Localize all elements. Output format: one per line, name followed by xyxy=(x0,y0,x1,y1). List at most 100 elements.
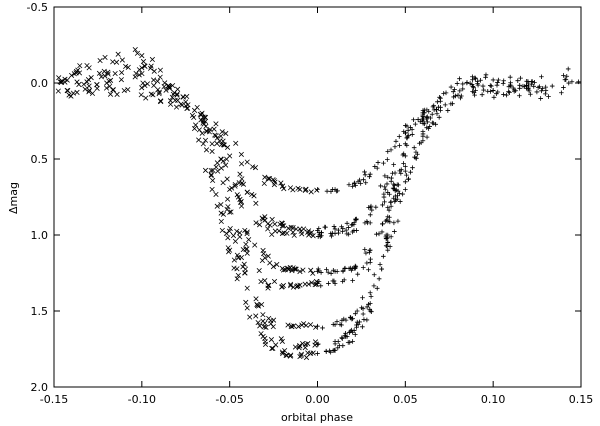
plus-point xyxy=(429,111,435,117)
x-point xyxy=(204,128,210,134)
x-point xyxy=(196,137,202,143)
x-point xyxy=(296,345,302,351)
plus-point xyxy=(508,80,513,86)
x-point xyxy=(308,267,314,273)
x-point xyxy=(247,314,253,320)
plus-point xyxy=(518,75,523,81)
x-point xyxy=(74,79,80,85)
plus-point xyxy=(397,199,403,204)
plus-point xyxy=(403,130,408,136)
plus-point xyxy=(434,107,439,112)
plus-point xyxy=(457,88,463,94)
plus-point xyxy=(325,269,331,275)
x-point xyxy=(307,231,313,237)
plus-point xyxy=(316,279,322,284)
x-point xyxy=(293,266,299,272)
plus-point xyxy=(420,112,426,118)
plus-point xyxy=(381,160,386,166)
x-tick-label: 0.05 xyxy=(393,393,418,406)
plus-point xyxy=(335,339,341,344)
plus-point xyxy=(405,128,411,133)
plus-point xyxy=(455,92,461,98)
plus-point xyxy=(425,119,430,125)
plus-point xyxy=(507,90,512,95)
x-point xyxy=(236,255,242,261)
x-point xyxy=(224,206,230,213)
plus-point xyxy=(347,314,353,320)
x-point xyxy=(238,151,244,157)
x-point xyxy=(150,92,156,98)
plus-point xyxy=(404,172,409,178)
plus-point xyxy=(424,107,430,113)
x-point xyxy=(94,82,100,88)
x-point xyxy=(202,118,209,125)
plus-point xyxy=(540,86,545,91)
plus-point xyxy=(425,114,430,120)
x-point xyxy=(173,104,180,110)
x-point xyxy=(84,62,90,69)
plus-point xyxy=(344,231,350,237)
x-point xyxy=(251,193,257,199)
plus-point xyxy=(320,325,325,331)
plus-point xyxy=(344,220,350,226)
x-point xyxy=(139,65,145,71)
plus-point xyxy=(366,267,371,273)
plus-point xyxy=(347,330,352,335)
x-point xyxy=(240,181,247,187)
plus-point xyxy=(348,265,353,271)
plus-point xyxy=(395,193,400,199)
x-point xyxy=(269,216,275,223)
x-point xyxy=(213,191,219,197)
x-point xyxy=(278,336,284,342)
plus-point xyxy=(483,72,489,78)
x-tick-label: -0.15 xyxy=(40,393,68,406)
plus-point xyxy=(332,226,338,232)
x-point xyxy=(214,160,220,166)
x-point xyxy=(252,165,259,171)
y-tick-label: -0.5 xyxy=(27,1,48,14)
plus-point xyxy=(362,247,368,252)
plus-point xyxy=(383,186,388,192)
plus-point xyxy=(410,165,415,170)
x-point xyxy=(307,322,314,328)
plus-point xyxy=(347,340,353,345)
x-point xyxy=(256,268,262,274)
x-point xyxy=(209,148,215,154)
plus-point xyxy=(355,322,361,327)
x-point xyxy=(77,63,83,69)
plus-point xyxy=(534,89,540,95)
x-point xyxy=(76,81,82,88)
x-point xyxy=(203,123,209,129)
x-point xyxy=(231,265,237,271)
x-point xyxy=(156,91,162,97)
x-point xyxy=(290,187,296,193)
plus-point xyxy=(452,87,457,92)
plus-point xyxy=(324,188,330,194)
x-point xyxy=(253,200,259,206)
x-point xyxy=(88,75,94,81)
plus-point xyxy=(430,120,435,126)
x-point xyxy=(68,72,75,78)
x-point xyxy=(147,65,154,71)
plus-point xyxy=(411,145,417,150)
plus-point xyxy=(374,286,380,291)
plus-point xyxy=(494,82,500,88)
x-point xyxy=(208,173,214,179)
x-point xyxy=(237,234,243,240)
plus-point xyxy=(500,81,506,86)
plus-point xyxy=(433,122,438,127)
plus-point xyxy=(422,121,427,127)
plus-point xyxy=(367,250,372,255)
x-point xyxy=(81,81,87,87)
plus-point xyxy=(332,281,338,286)
x-point xyxy=(262,174,268,180)
x-point xyxy=(267,260,273,266)
x-point xyxy=(224,176,230,182)
x-point xyxy=(257,222,263,228)
plus-point xyxy=(411,117,416,123)
plus-point xyxy=(386,207,392,213)
x-point xyxy=(114,91,120,97)
x-point xyxy=(310,233,316,239)
plus-point xyxy=(385,174,391,180)
x-point xyxy=(228,209,234,215)
